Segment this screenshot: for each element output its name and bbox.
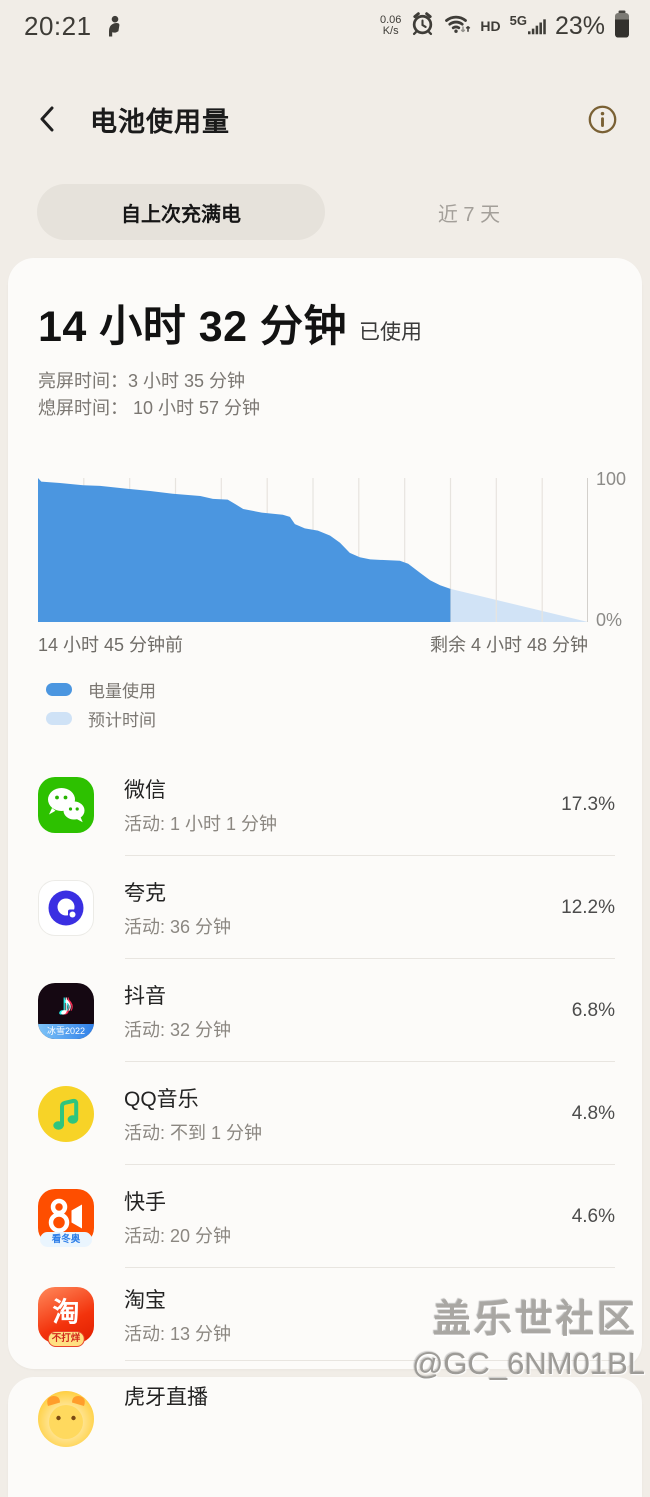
app-text: 快手活动: 20 分钟 [124, 1186, 231, 1248]
network-type-label: 5G [509, 13, 527, 28]
page-title: 电池使用量 [90, 106, 230, 137]
app-row-douyin[interactable]: ♪ 冰雪2022 抖音活动: 32 分钟 6.8% [8, 959, 642, 1062]
app-name: 淘宝 [124, 1288, 166, 1312]
huya-app-icon [38, 1391, 94, 1447]
app-battery-percent: 17.3% [561, 793, 615, 815]
status-bar: 20:21 0.06 K/s HD 5G 23% [0, 0, 650, 46]
wechat-app-icon [38, 776, 94, 833]
estimate-legend-swatch [46, 712, 72, 725]
chart-x-labels: 14 小时 45 分钟前 剩余 4 小时 48 分钟 [38, 631, 588, 657]
legend-item-usage: 电量使用 [46, 679, 642, 701]
app-row-huya[interactable]: 虎牙直播 [8, 1377, 642, 1447]
hd-indicator: HD [480, 18, 501, 34]
estimate-legend-label: 预计时间 [88, 711, 156, 730]
battery-percent-text: 23% [554, 11, 605, 40]
app-activity-time: 活动: 20 分钟 [124, 1225, 232, 1246]
app-usage-list-continued: 虎牙直播 [8, 1377, 642, 1447]
app-name: 虎牙直播 [124, 1386, 208, 1409]
app-name: 抖音 [124, 984, 166, 1008]
app-name: 快手 [124, 1190, 166, 1214]
screen-off-time: 熄屏时间： 10 小时 57 分钟 [38, 398, 261, 418]
clock-time: 20:21 [24, 10, 92, 41]
app-text: 抖音活动: 32 分钟 [124, 980, 231, 1042]
chart-start-label: 14 小时 45 分钟前 [38, 635, 184, 655]
usage-legend-label: 电量使用 [88, 682, 156, 701]
app-text: 虎牙直播 [124, 1381, 208, 1411]
app-row-quark[interactable]: 夸克活动: 36 分钟 12.2% [8, 856, 642, 959]
usage-duration-suffix: 已使用 [359, 321, 422, 344]
network-speed-unit: K/s [382, 25, 399, 37]
chart-legend: 电量使用 预计时间 [46, 679, 642, 730]
y-axis-min-label: 0% [596, 610, 623, 630]
app-battery-percent: 6.8% [571, 999, 615, 1021]
app-usage-list: 微信活动: 1 小时 1 分钟 17.3% 夸克活动: 36 分钟 12.2% ♪ 冰雪2… [8, 753, 642, 1361]
info-button[interactable] [587, 104, 618, 135]
legend-item-estimate: 预计时间 [46, 708, 642, 730]
alarm-icon [410, 11, 435, 41]
taobao-logo-character: 淘 [52, 1297, 80, 1328]
status-bar-right: 0.06 K/s HD 5G 23% [380, 10, 630, 43]
y-axis-max-label: 100 [596, 469, 627, 489]
usage-summary: 14 小时 32 分钟 已使用 亮屏时间：3 小时 35 分钟 熄屏时间： 10… [8, 258, 642, 422]
app-name: 夸克 [124, 881, 166, 905]
taobao-app-icon: 淘不打烊 [38, 1286, 94, 1347]
chart-remaining-label: 剩余 4 小时 48 分钟 [429, 635, 588, 655]
app-activity-time: 活动: 36 分钟 [124, 916, 232, 937]
app-row-taobao[interactable]: 淘不打烊 淘宝 活动: 13 分钟 [8, 1268, 642, 1361]
app-battery-percent: 4.6% [571, 1205, 615, 1227]
app-activity-time: 活动: 不到 1 分钟 [124, 1122, 263, 1143]
screen-on-time: 亮屏时间：3 小时 35 分钟 [38, 371, 246, 391]
tab-since-full-charge[interactable]: 自上次充满电 [37, 184, 325, 240]
app-battery-percent: 4.8% [571, 1102, 615, 1124]
period-tabs: 自上次充满电 近 7 天 [0, 184, 650, 240]
app-text: 夸克活动: 36 分钟 [124, 877, 231, 939]
app-name: QQ音乐 [124, 1087, 199, 1111]
taobao-icon-badge: 不打烊 [47, 1330, 85, 1347]
battery-level-chart: 100 0% [38, 469, 626, 630]
quark-app-icon [38, 879, 94, 936]
wifi-icon [444, 12, 471, 40]
kuaishou-app-icon: 看冬奥 [38, 1188, 94, 1247]
kuaishou-icon-badge: 看冬奥 [40, 1231, 92, 1247]
douyin-app-icon: ♪ 冰雪2022 [38, 982, 94, 1039]
battery-chart-svg [38, 478, 588, 622]
app-row-qqmusic[interactable]: QQ音乐活动: 不到 1 分钟 4.8% [8, 1062, 642, 1165]
notification-person-icon [105, 15, 122, 37]
douyin-icon-badge: 冰雪2022 [38, 1023, 94, 1039]
app-row-kuaishou[interactable]: 看冬奥 快手活动: 20 分钟 4.6% [8, 1165, 642, 1268]
network-speed-value: 0.06 [379, 14, 402, 26]
app-activity-time: 活动: 13 分钟 [124, 1323, 232, 1344]
app-activity-time: 活动: 32 分钟 [124, 1019, 232, 1040]
app-usage-list-continued-card: 虎牙直播 [8, 1377, 642, 1497]
app-text: 淘宝活动: 13 分钟 [124, 1284, 231, 1346]
app-text: 微信活动: 1 小时 1 分钟 [124, 774, 277, 836]
signal-strength-icon: 5G [510, 13, 546, 35]
app-text: QQ音乐活动: 不到 1 分钟 [124, 1083, 262, 1145]
network-speed-indicator: 0.06 K/s [380, 15, 401, 37]
app-name: 微信 [124, 778, 166, 802]
app-battery-percent: 12.2% [561, 896, 615, 918]
usage-duration: 14 小时 32 分钟 [38, 303, 347, 351]
usage-legend-swatch [46, 683, 72, 696]
back-button[interactable] [36, 103, 66, 135]
app-row-wechat[interactable]: 微信活动: 1 小时 1 分钟 17.3% [8, 753, 642, 856]
douyin-note-glyph: ♪ [58, 986, 74, 1022]
qqmusic-app-icon [38, 1085, 94, 1142]
app-activity-time: 活动: 1 小时 1 分钟 [124, 813, 278, 834]
tab-last-7-days[interactable]: 近 7 天 [437, 203, 501, 226]
battery-icon [614, 10, 630, 43]
battery-usage-card: 14 小时 32 分钟 已使用 亮屏时间：3 小时 35 分钟 熄屏时间： 10… [8, 258, 642, 1369]
header: 电池使用量 [0, 94, 650, 144]
